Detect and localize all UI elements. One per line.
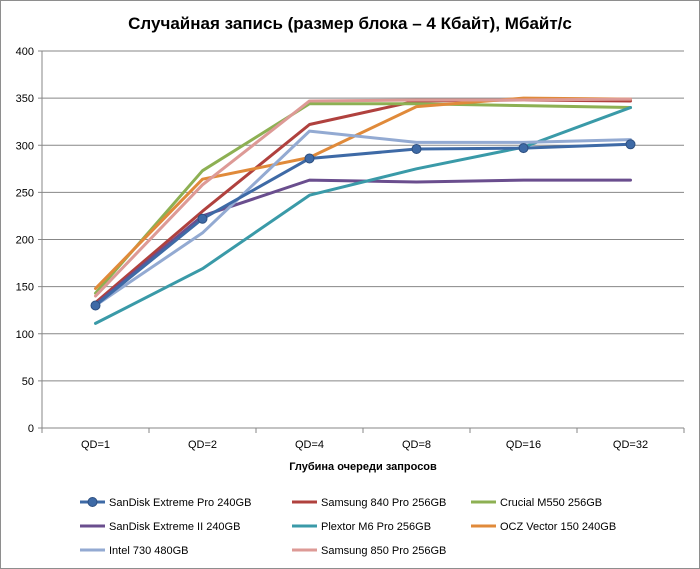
data-point bbox=[518, 143, 529, 154]
y-tick-label: 250 bbox=[16, 187, 34, 199]
legend-item: Plextor M6 Pro 256GB bbox=[292, 521, 431, 533]
series-group bbox=[94, 106, 632, 325]
data-point bbox=[197, 213, 208, 224]
y-tick-label: 50 bbox=[22, 376, 34, 388]
legend-label: Samsung 850 Pro 256GB bbox=[321, 545, 446, 557]
legend-label: SanDisk Extreme Pro 240GB bbox=[109, 497, 251, 509]
legend-item: OCZ Vector 150 240GB bbox=[471, 521, 616, 533]
legend: SanDisk Extreme Pro 240GB Samsung 840 Pro… bbox=[80, 497, 616, 557]
legend-item: SanDisk Extreme Pro 240GB bbox=[80, 497, 251, 509]
y-tick-label: 400 bbox=[16, 46, 34, 58]
legend-item: SanDisk Extreme II 240GB bbox=[80, 521, 240, 533]
data-point bbox=[411, 144, 422, 155]
series-line bbox=[94, 142, 632, 307]
data-point bbox=[304, 153, 315, 164]
series-line bbox=[94, 97, 632, 298]
x-tick-label: QD=1 bbox=[81, 439, 110, 451]
series-group bbox=[94, 96, 632, 291]
series-line bbox=[94, 129, 632, 307]
legend-label: Crucial M550 256GB bbox=[500, 497, 602, 509]
x-tick-label: QD=8 bbox=[402, 439, 431, 451]
x-tick-label: QD=16 bbox=[506, 439, 541, 451]
legend-label: SanDisk Extreme II 240GB bbox=[109, 521, 240, 533]
legend-label: Samsung 840 Pro 256GB bbox=[321, 497, 446, 509]
y-tick-label: 100 bbox=[16, 329, 34, 341]
x-tick-label: QD=32 bbox=[613, 439, 648, 451]
legend-label: OCZ Vector 150 240GB bbox=[500, 521, 616, 533]
x-axis-label: Глубина очереди запросов bbox=[289, 461, 437, 473]
axes bbox=[38, 50, 685, 433]
legend-marker bbox=[87, 497, 98, 507]
series-lines bbox=[90, 96, 636, 325]
x-tick-label: QD=2 bbox=[188, 439, 217, 451]
series-group bbox=[94, 97, 632, 298]
series-line bbox=[94, 102, 632, 295]
y-tick-label: 0 bbox=[28, 423, 34, 435]
legend-label: Intel 730 480GB bbox=[109, 545, 189, 557]
legend-item: Intel 730 480GB bbox=[80, 545, 189, 557]
legend-item: Samsung 840 Pro 256GB bbox=[292, 497, 446, 509]
legend-label: Plextor M6 Pro 256GB bbox=[321, 521, 431, 533]
chart-title: Случайная запись (размер блока – 4 Кбайт… bbox=[128, 14, 572, 33]
series-line bbox=[94, 106, 632, 325]
legend-item: Samsung 850 Pro 256GB bbox=[292, 545, 446, 557]
data-point bbox=[90, 300, 101, 311]
series-line bbox=[94, 96, 632, 291]
series-group bbox=[90, 139, 636, 311]
data-point bbox=[625, 139, 636, 150]
x-tick-label: QD=4 bbox=[295, 439, 324, 451]
series-group bbox=[94, 129, 632, 307]
y-tick-label: 150 bbox=[16, 282, 34, 294]
y-tick-label: 200 bbox=[16, 235, 34, 247]
y-tick-label: 350 bbox=[16, 93, 34, 105]
series-group bbox=[94, 102, 632, 295]
tick-labels: 0 50 100 150 200 250 300 350 400 QD=1 QD=2 QD=4 QD=8… bbox=[16, 46, 648, 451]
y-tick-label: 300 bbox=[16, 140, 34, 152]
legend-item: Crucial M550 256GB bbox=[471, 497, 602, 509]
